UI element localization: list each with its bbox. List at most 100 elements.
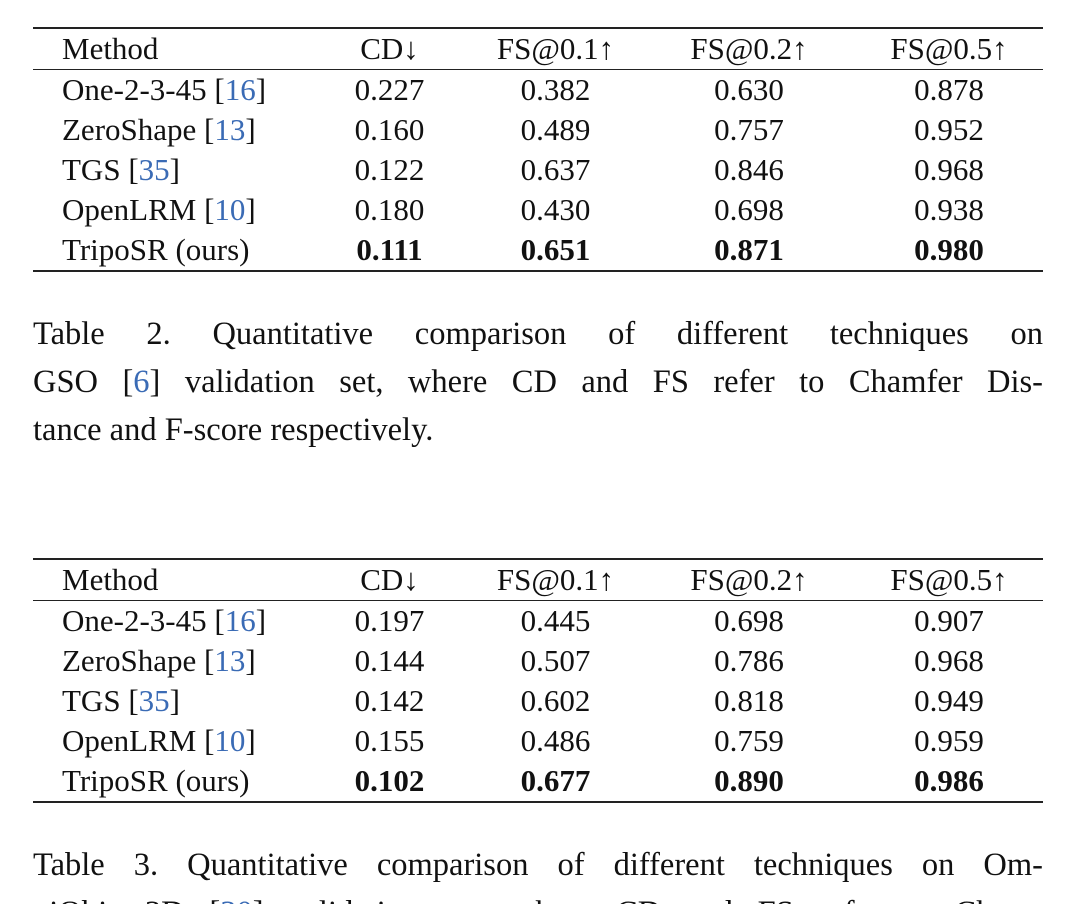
citation-link[interactable]: 10: [214, 192, 246, 227]
method-cell: ZeroShape [13]: [62, 112, 256, 147]
method-cell: One-2-3-45 [16]: [62, 72, 267, 107]
method-cell: OpenLRM [10]: [62, 192, 256, 227]
results-table-omniobject3d: Method CD↓ FS@0.1↑ FS@0.2↑ FS@0.5↑ One-2…: [33, 558, 1043, 803]
table-row: One-2-3-45 [16] 0.197 0.445 0.698 0.907: [33, 601, 1043, 642]
cd-value: 0.197: [354, 603, 425, 638]
table-row: OpenLRM [10] 0.155 0.486 0.759 0.959: [33, 721, 1043, 761]
header-cd: CD↓: [360, 562, 419, 597]
method-cell: TripoSR (ours): [33, 761, 311, 802]
fs01-value: 0.489: [520, 112, 591, 147]
method-name: TripoSR (ours): [62, 232, 250, 267]
citation-link[interactable]: 13: [214, 112, 246, 147]
cd-value: 0.227: [354, 72, 425, 107]
fs01-value: 0.677: [520, 763, 591, 798]
table-2: Method CD↓ FS@0.1↑ FS@0.2↑ FS@0.5↑ One-2…: [33, 27, 1043, 272]
results-table-gso: Method CD↓ FS@0.1↑ FS@0.2↑ FS@0.5↑ One-2…: [33, 27, 1043, 272]
fs01-value: 0.430: [520, 192, 591, 227]
method-name: One-2-3-45: [62, 603, 207, 638]
method-name: OpenLRM: [62, 723, 197, 758]
fs05-value: 0.907: [914, 603, 984, 638]
fs01-value: 0.445: [520, 603, 591, 638]
fs02-value: 0.759: [714, 723, 784, 758]
table-body: One-2-3-45 [16] 0.197 0.445 0.698 0.907 ZeroS…: [33, 601, 1043, 802]
citation-link[interactable]: 35: [138, 683, 170, 718]
header-method: Method: [62, 562, 159, 597]
table-row: TripoSR (ours) 0.111 0.651 0.871 0.980: [33, 230, 1043, 271]
table-row: One-2-3-45 [16] 0.227 0.382 0.630 0.878: [33, 70, 1043, 111]
cd-value: 0.144: [354, 643, 425, 678]
caption-line: niObject3D [30] validation set, where CD…: [33, 889, 1043, 904]
table-3-caption: Table 3. Quantitative comparison of diff…: [33, 841, 1043, 904]
method-cell: TGS [35]: [62, 152, 180, 187]
fs05-value: 0.952: [914, 112, 984, 147]
fs05-value: 0.968: [914, 152, 984, 187]
cd-value: 0.155: [354, 723, 425, 758]
method-name: OpenLRM: [62, 192, 197, 227]
caption-line: Table 3. Quantitative comparison of diff…: [33, 847, 1043, 883]
citation-link[interactable]: 30: [220, 895, 253, 904]
fs01-value: 0.651: [520, 232, 591, 267]
cd-value: 0.142: [354, 683, 425, 718]
method-cell: TripoSR (ours): [33, 230, 311, 271]
header-fs01: FS@0.1↑: [496, 562, 615, 597]
header-fs02: FS@0.2↑: [690, 562, 808, 597]
fs02-value: 0.630: [714, 72, 784, 107]
cd-value: 0.122: [354, 152, 425, 187]
table-row: TGS [35] 0.122 0.637 0.846 0.968: [33, 150, 1043, 190]
header-fs05: FS@0.5↑: [890, 31, 1008, 66]
method-name: ZeroShape: [62, 112, 197, 147]
fs02-value: 0.890: [714, 763, 784, 798]
fs02-value: 0.871: [714, 232, 784, 267]
table-row: TGS [35] 0.142 0.602 0.818 0.949: [33, 681, 1043, 721]
table-header-row: Method CD↓ FS@0.1↑ FS@0.2↑ FS@0.5↑: [33, 559, 1043, 601]
cd-value: 0.102: [354, 763, 425, 798]
table-row: OpenLRM [10] 0.180 0.430 0.698 0.938: [33, 190, 1043, 230]
table-row: TripoSR (ours) 0.102 0.677 0.890 0.986: [33, 761, 1043, 802]
table-row: ZeroShape [13] 0.144 0.507 0.786 0.968: [33, 641, 1043, 681]
cd-value: 0.180: [354, 192, 425, 227]
header-cd: CD↓: [360, 31, 419, 66]
caption-line: Table 2. Quantitative comparison of diff…: [33, 316, 1043, 352]
fs01-value: 0.602: [520, 683, 591, 718]
table-3: Method CD↓ FS@0.1↑ FS@0.2↑ FS@0.5↑ One-2…: [33, 558, 1043, 803]
fs02-value: 0.698: [714, 192, 784, 227]
fs05-value: 0.878: [914, 72, 984, 107]
method-cell: One-2-3-45 [16]: [62, 603, 267, 638]
fs02-value: 0.786: [714, 643, 784, 678]
cd-value: 0.160: [354, 112, 425, 147]
header-fs02: FS@0.2↑: [690, 31, 808, 66]
fs01-value: 0.507: [520, 643, 591, 678]
table-row: ZeroShape [13] 0.160 0.489 0.757 0.952: [33, 110, 1043, 150]
method-name: TGS: [62, 683, 121, 718]
cd-value: 0.111: [356, 232, 423, 267]
table-header-row: Method CD↓ FS@0.1↑ FS@0.2↑ FS@0.5↑: [33, 28, 1043, 70]
method-name: One-2-3-45: [62, 72, 207, 107]
fs01-value: 0.382: [520, 72, 591, 107]
method-cell: ZeroShape [13]: [62, 643, 256, 678]
header-fs01: FS@0.1↑: [496, 31, 615, 66]
method-name: TripoSR (ours): [62, 763, 250, 798]
fs05-value: 0.959: [914, 723, 984, 758]
caption-text: ] validation set, where CD and FS refer …: [149, 364, 1043, 400]
fs01-value: 0.486: [520, 723, 591, 758]
caption-text: ] validation set, where CD and FS refer …: [253, 895, 1043, 904]
citation-link[interactable]: 6: [133, 364, 150, 400]
citation-link[interactable]: 16: [224, 72, 256, 107]
caption-text: niObject3D [: [33, 895, 220, 904]
fs05-value: 0.980: [914, 232, 984, 267]
fs05-value: 0.938: [914, 192, 984, 227]
citation-link[interactable]: 10: [214, 723, 246, 758]
fs05-value: 0.968: [914, 643, 984, 678]
fs02-value: 0.698: [714, 603, 784, 638]
caption-line: GSO [6] validation set, where CD and FS …: [33, 358, 1043, 406]
caption-text: GSO [: [33, 364, 134, 400]
citation-link[interactable]: 35: [138, 152, 170, 187]
citation-link[interactable]: 16: [224, 603, 256, 638]
fs02-value: 0.818: [714, 683, 784, 718]
method-name: TGS: [62, 152, 121, 187]
table-2-caption: Table 2. Quantitative comparison of diff…: [33, 310, 1043, 454]
method-name: ZeroShape: [62, 643, 197, 678]
citation-link[interactable]: 13: [214, 643, 246, 678]
header-method: Method: [62, 31, 159, 66]
fs01-value: 0.637: [520, 152, 591, 187]
